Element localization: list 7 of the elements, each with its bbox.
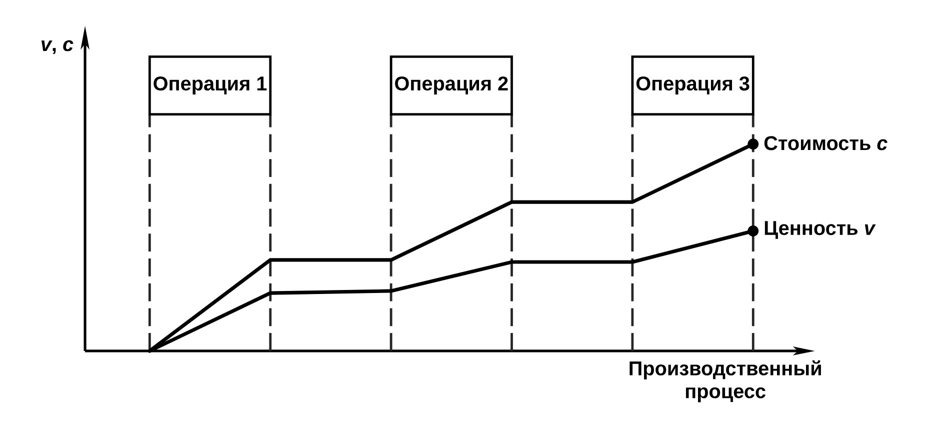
series-label: Ценность v — [764, 220, 876, 239]
text: Операция 2 — [395, 76, 508, 94]
text: Операция 1 — [154, 76, 267, 94]
series-label: Стоимость c — [764, 136, 888, 150]
text: Операция 3 — [636, 76, 750, 94]
x-axis-title: Производственный процесс — [630, 360, 821, 402]
y-axis-title: v, c — [41, 40, 74, 54]
